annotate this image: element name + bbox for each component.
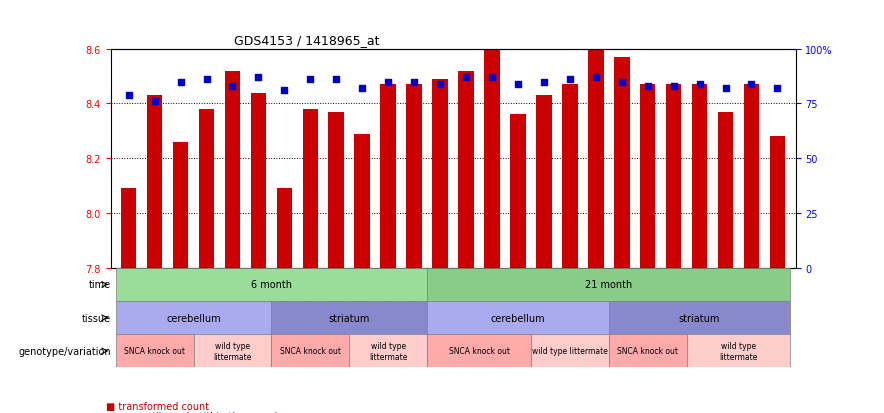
FancyBboxPatch shape — [271, 335, 349, 368]
Point — [589, 75, 603, 81]
Text: ■ percentile rank within the sample: ■ percentile rank within the sample — [106, 411, 284, 413]
Point — [200, 77, 214, 83]
Point — [563, 77, 577, 83]
Text: wild type littermate: wild type littermate — [532, 347, 608, 356]
Text: ■ transformed count: ■ transformed count — [106, 401, 210, 411]
Text: cerebellum: cerebellum — [491, 313, 545, 323]
Point — [614, 79, 629, 85]
Bar — [251, 93, 266, 268]
Text: SNCA knock out: SNCA knock out — [124, 347, 185, 356]
FancyBboxPatch shape — [194, 335, 271, 368]
FancyBboxPatch shape — [271, 301, 427, 335]
Text: time: time — [89, 280, 111, 290]
Text: wild type
littermate: wild type littermate — [720, 341, 758, 361]
Point — [511, 81, 525, 88]
Text: striatum: striatum — [329, 313, 370, 323]
Text: SNCA knock out: SNCA knock out — [448, 347, 509, 356]
Point — [122, 92, 136, 99]
Point — [433, 81, 447, 88]
Point — [692, 81, 706, 88]
Text: cerebellum: cerebellum — [166, 313, 221, 323]
FancyBboxPatch shape — [116, 268, 427, 301]
Text: genotype/variation: genotype/variation — [19, 346, 111, 356]
Bar — [147, 96, 163, 268]
Text: GDS4153 / 1418965_at: GDS4153 / 1418965_at — [233, 34, 379, 47]
Bar — [199, 110, 214, 268]
Point — [537, 79, 551, 85]
Text: tissue: tissue — [82, 313, 111, 323]
Text: 6 month: 6 month — [251, 280, 292, 290]
FancyBboxPatch shape — [531, 335, 609, 368]
FancyBboxPatch shape — [687, 335, 790, 368]
Bar — [484, 50, 499, 268]
Point — [719, 85, 733, 92]
Point — [744, 81, 758, 88]
Bar — [121, 189, 136, 268]
Point — [148, 99, 162, 105]
FancyBboxPatch shape — [116, 301, 271, 335]
Point — [667, 83, 681, 90]
FancyBboxPatch shape — [116, 335, 194, 368]
Bar — [510, 115, 526, 268]
FancyBboxPatch shape — [427, 335, 531, 368]
Bar — [770, 137, 785, 268]
Text: striatum: striatum — [679, 313, 720, 323]
Point — [355, 85, 370, 92]
Point — [303, 77, 317, 83]
Bar — [458, 71, 474, 268]
Bar — [640, 85, 655, 268]
Bar — [380, 85, 396, 268]
FancyBboxPatch shape — [427, 268, 790, 301]
Bar — [588, 50, 604, 268]
Point — [329, 77, 343, 83]
FancyBboxPatch shape — [427, 301, 609, 335]
Bar — [536, 96, 552, 268]
Bar — [692, 85, 707, 268]
Bar — [172, 142, 188, 268]
Text: 21 month: 21 month — [585, 280, 632, 290]
Text: wild type
littermate: wild type littermate — [369, 341, 408, 361]
Text: wild type
littermate: wild type littermate — [213, 341, 252, 361]
Text: SNCA knock out: SNCA knock out — [280, 347, 341, 356]
FancyBboxPatch shape — [349, 335, 427, 368]
Text: SNCA knock out: SNCA knock out — [617, 347, 678, 356]
Bar — [302, 110, 318, 268]
Bar — [354, 134, 370, 268]
FancyBboxPatch shape — [609, 335, 687, 368]
Point — [641, 83, 655, 90]
Point — [251, 75, 265, 81]
Point — [770, 85, 784, 92]
Bar — [329, 112, 344, 268]
Point — [407, 79, 421, 85]
Point — [225, 83, 240, 90]
FancyBboxPatch shape — [609, 301, 790, 335]
Bar — [225, 71, 240, 268]
Bar — [432, 80, 448, 268]
Bar — [407, 85, 422, 268]
Bar — [277, 189, 292, 268]
Point — [485, 75, 499, 81]
Point — [381, 79, 395, 85]
Bar — [562, 85, 577, 268]
Point — [173, 79, 187, 85]
Bar — [666, 85, 682, 268]
Bar — [743, 85, 759, 268]
Point — [459, 75, 473, 81]
Bar — [718, 112, 734, 268]
Point — [278, 88, 292, 95]
Bar — [614, 58, 629, 268]
